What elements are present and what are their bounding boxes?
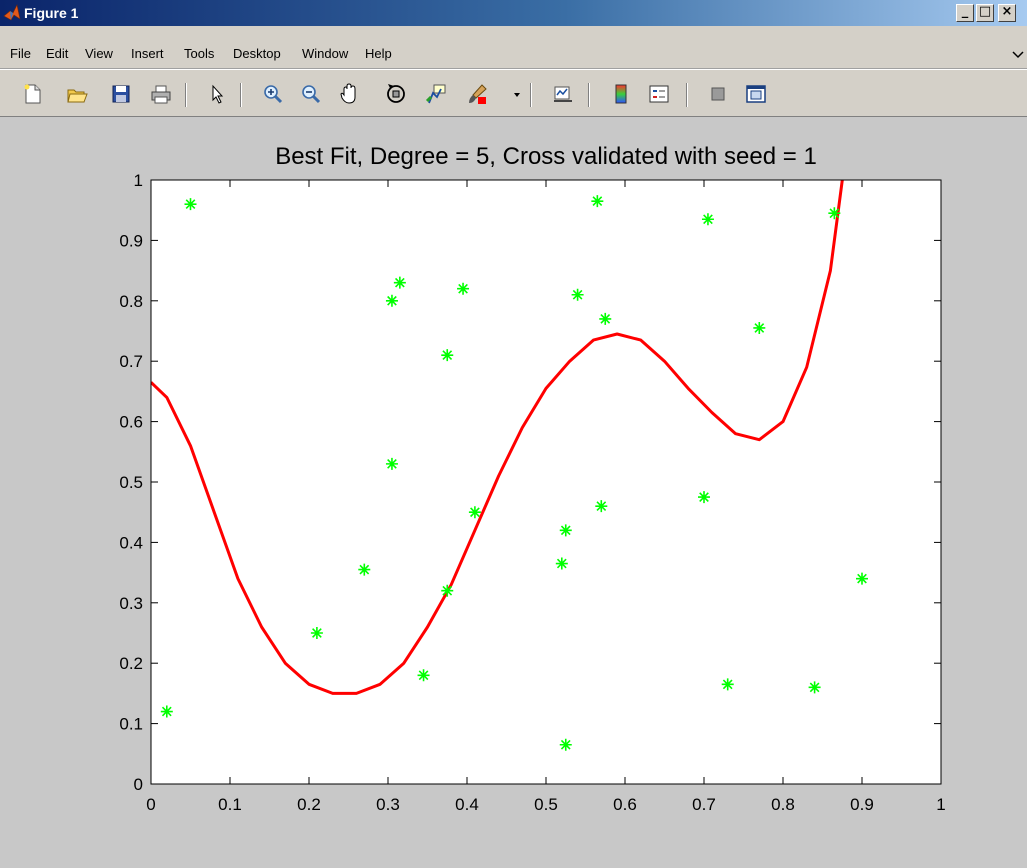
insert-colorbar-icon[interactable] xyxy=(610,83,632,105)
y-tick-label: 0.3 xyxy=(119,594,143,613)
data-point-marker xyxy=(441,584,454,597)
menu-file[interactable]: File xyxy=(10,46,31,61)
data-point-marker xyxy=(160,705,173,718)
data-point-marker xyxy=(468,506,481,519)
x-tick-label: 0.4 xyxy=(455,795,479,814)
toolbar-separator xyxy=(686,83,688,107)
menu-edit[interactable]: Edit xyxy=(46,46,69,61)
hide-plot-tools-icon[interactable] xyxy=(707,83,729,105)
data-point-marker xyxy=(559,524,572,537)
menu-desktop[interactable]: Desktop xyxy=(233,46,281,61)
x-tick-label: 0.1 xyxy=(218,795,242,814)
y-tick-label: 0.2 xyxy=(119,654,143,673)
y-tick-label: 0.7 xyxy=(119,352,143,371)
x-tick-label: 0.7 xyxy=(692,795,716,814)
data-point-marker xyxy=(591,195,604,208)
data-point-marker xyxy=(358,563,371,576)
x-tick-label: 0 xyxy=(146,795,155,814)
data-point-marker xyxy=(310,627,323,639)
data-point-marker xyxy=(385,457,398,470)
toolbar-separator xyxy=(240,83,242,107)
plot-series xyxy=(151,180,868,751)
menu-overflow-icon[interactable] xyxy=(1012,50,1024,60)
x-tick-label: 0.9 xyxy=(850,795,874,814)
open-file-icon[interactable] xyxy=(66,83,88,105)
y-tick-labels: 0 0.1 0.2 0.3 0.4 0.5 0.6 0.7 0.8 0.9 1 xyxy=(119,171,143,794)
data-point-marker xyxy=(808,681,821,694)
x-tick-label: 0.8 xyxy=(771,795,795,814)
x-tick-labels: 0 0.1 0.2 0.3 0.4 0.5 0.6 0.7 0.8 0.9 1 xyxy=(146,795,945,814)
x-tick-label: 0.6 xyxy=(613,795,637,814)
y-tick-label: 0 xyxy=(134,775,143,794)
data-point-marker xyxy=(417,669,430,682)
x-tick-label: 0.3 xyxy=(376,795,400,814)
maximize-button[interactable]: □ xyxy=(976,4,994,22)
minimize-button[interactable]: _ xyxy=(956,4,974,22)
data-point-marker xyxy=(698,491,710,504)
y-tick-label: 0.8 xyxy=(119,292,143,311)
matlab-logo-icon xyxy=(3,4,21,21)
data-point-marker xyxy=(555,557,568,570)
y-tick-label: 0.5 xyxy=(119,473,143,492)
menu-insert[interactable]: Insert xyxy=(131,46,164,61)
data-point-marker xyxy=(441,349,454,362)
data-point-marker xyxy=(599,312,612,325)
toolbar-separator xyxy=(530,83,532,107)
menu-window[interactable]: Window xyxy=(302,46,349,61)
data-point-marker xyxy=(856,572,868,585)
x-tick-label: 0.2 xyxy=(297,795,321,814)
x-tick-label: 1 xyxy=(936,795,945,814)
zoom-out-icon[interactable] xyxy=(300,83,322,105)
fit-curve-line xyxy=(151,180,844,695)
plot-frame xyxy=(150,179,942,785)
window-title: Figure 1 xyxy=(24,5,79,21)
data-point-marker xyxy=(559,738,572,751)
y-tick-label: 0.1 xyxy=(119,715,143,734)
link-plot-icon[interactable] xyxy=(552,83,574,105)
pan-hand-icon[interactable] xyxy=(338,83,360,105)
chart-title: Best Fit, Degree = 5, Cross validated wi… xyxy=(275,143,817,170)
y-tick-label: 0.6 xyxy=(119,413,143,432)
show-plot-tools-icon[interactable] xyxy=(745,83,767,105)
menu-view[interactable]: View xyxy=(85,46,113,61)
y-tick-label: 0.9 xyxy=(119,231,143,250)
menu-tools[interactable]: Tools xyxy=(184,46,215,61)
close-button[interactable]: × xyxy=(998,4,1016,22)
plot-area xyxy=(151,180,941,784)
data-point-marker xyxy=(721,678,734,691)
save-icon[interactable] xyxy=(110,83,132,105)
data-point-marker xyxy=(571,288,584,301)
new-figure-icon[interactable] xyxy=(22,83,44,105)
title-bar: Figure 1 _ □ × xyxy=(0,0,1027,26)
y-tick-label: 1 xyxy=(134,171,143,190)
data-point-marker xyxy=(385,294,398,307)
data-point-marker xyxy=(828,207,841,220)
rotate-3d-icon[interactable] xyxy=(385,83,407,105)
toolbar-separator xyxy=(185,83,187,107)
insert-legend-icon[interactable] xyxy=(648,83,670,105)
menu-help[interactable]: Help xyxy=(365,46,392,61)
data-point-marker xyxy=(184,198,197,211)
data-point-marker xyxy=(701,213,714,226)
brush-dropdown-icon[interactable] xyxy=(513,92,521,98)
brush-icon[interactable] xyxy=(466,83,488,105)
zoom-in-icon[interactable] xyxy=(262,83,284,105)
print-icon[interactable] xyxy=(150,83,172,105)
menu-bar: File Edit View Insert Tools Desktop Wind… xyxy=(0,26,1027,69)
x-tick-label: 0.5 xyxy=(534,795,558,814)
data-point-marker xyxy=(457,282,470,295)
data-cursor-icon[interactable] xyxy=(425,83,447,105)
data-point-marker xyxy=(753,321,766,334)
y-tick-label: 0.4 xyxy=(119,533,143,552)
data-point-marker xyxy=(393,276,406,289)
toolbar-separator xyxy=(588,83,590,107)
edit-plot-arrow-icon[interactable] xyxy=(207,83,229,105)
toolbar xyxy=(0,69,1027,117)
figure-canvas: Best Fit, Degree = 5, Cross validated wi… xyxy=(119,143,945,814)
data-point-marker xyxy=(595,500,608,513)
